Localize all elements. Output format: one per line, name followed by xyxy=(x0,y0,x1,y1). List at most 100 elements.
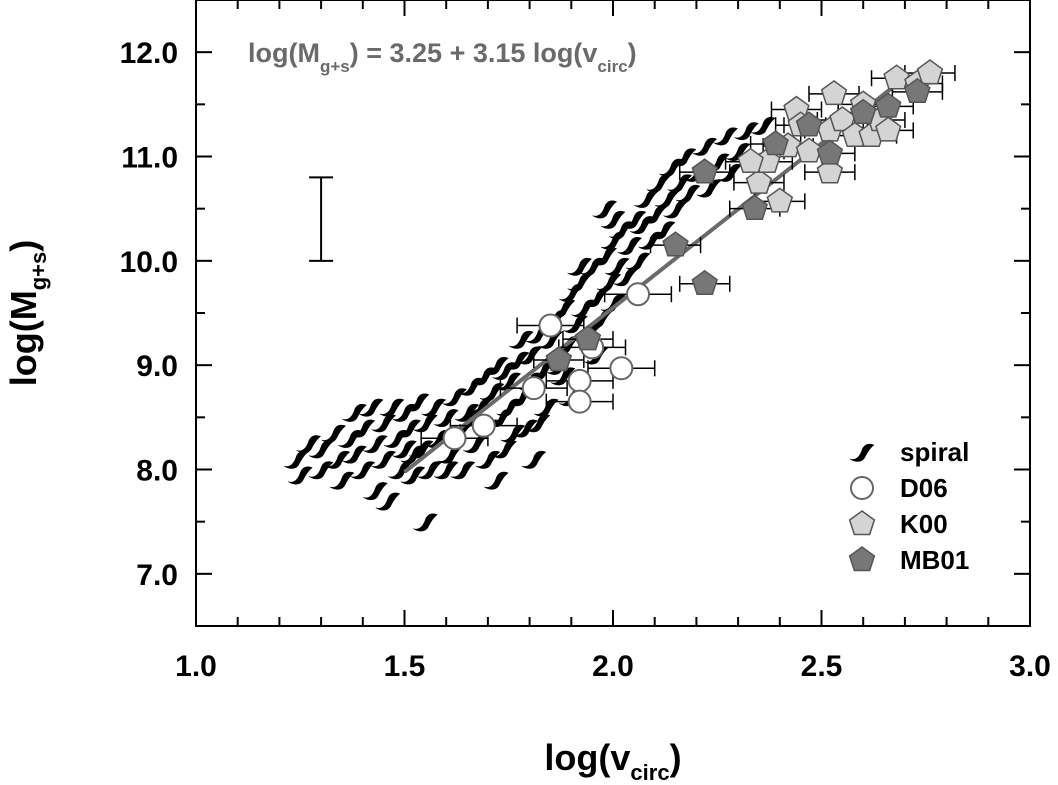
spiral-point xyxy=(325,450,351,469)
d06-point xyxy=(521,376,546,401)
spiral-point xyxy=(500,424,526,443)
mb01-point xyxy=(849,98,877,124)
spiral-point xyxy=(634,190,659,208)
spiral-point xyxy=(400,466,426,485)
spiral-point xyxy=(625,252,651,271)
spiral-point xyxy=(667,174,693,193)
spiral-point xyxy=(371,414,397,433)
legend-label-k00: K00 xyxy=(900,509,948,539)
spiral-point xyxy=(675,184,701,203)
spiral-point xyxy=(363,435,388,454)
legend-label-d06: D06 xyxy=(900,473,948,503)
spiral-point xyxy=(713,127,739,146)
x-tick-label: 1.0 xyxy=(175,650,217,683)
spiral-point xyxy=(621,210,647,229)
spiral-point xyxy=(617,237,643,255)
spiral-point xyxy=(484,471,509,490)
spiral-point xyxy=(475,450,501,469)
spiral-point xyxy=(492,362,518,381)
spiral-point xyxy=(605,257,630,276)
fit-annotation: log(Mg+s) = 3.25 + 3.15 log(vcirc) xyxy=(248,38,637,76)
spiral-point xyxy=(650,221,676,240)
mb01-point xyxy=(904,77,931,104)
series-markers xyxy=(442,59,944,451)
d06-point xyxy=(567,368,592,393)
spiral-point xyxy=(592,200,618,219)
y-tick-label: 12.0 xyxy=(120,37,178,70)
x-axis-title: log(vcirc) xyxy=(544,737,681,785)
spiral-point xyxy=(296,435,322,454)
spiral-point xyxy=(434,409,459,428)
spiral-point xyxy=(413,513,438,532)
spiral-point xyxy=(655,190,680,208)
spiral-point xyxy=(434,461,459,480)
spiral-point xyxy=(392,440,418,459)
x-tick-label: 2.0 xyxy=(592,650,634,683)
spiral-point xyxy=(421,398,447,417)
spiral-point xyxy=(509,330,534,349)
spiral-point xyxy=(308,461,334,480)
spiral-point xyxy=(342,445,367,464)
d06-point xyxy=(471,413,496,438)
spiral-point xyxy=(567,273,593,292)
spiral-point xyxy=(342,403,367,422)
spiral-point xyxy=(550,299,576,318)
mb01-point xyxy=(795,111,823,137)
fit-line-path xyxy=(403,76,907,474)
spiral-point xyxy=(450,461,476,480)
legend-marker-mb01 xyxy=(848,546,876,572)
k00-point xyxy=(816,158,844,184)
spiral-point xyxy=(479,383,505,401)
k00-point xyxy=(745,168,773,194)
mb01-point xyxy=(875,92,902,118)
d06-point xyxy=(567,389,592,414)
spiral-point xyxy=(321,424,347,443)
k00-point xyxy=(916,59,944,85)
spiral-point xyxy=(359,398,384,417)
spiral-point xyxy=(596,273,622,292)
x-tick-label: 3.0 xyxy=(1009,650,1051,683)
spiral-point xyxy=(288,466,313,485)
mb01-point xyxy=(816,139,844,165)
legend-label-mb01: MB01 xyxy=(900,545,969,575)
spiral-point xyxy=(396,419,422,438)
mb01-point xyxy=(545,345,573,372)
spiral-point xyxy=(413,414,438,433)
spiral-point xyxy=(592,247,618,266)
y-tick-label: 11.0 xyxy=(121,142,178,175)
mb01-point xyxy=(691,158,718,184)
fit-line xyxy=(403,76,907,474)
spiral-point xyxy=(734,122,759,141)
d06-point xyxy=(609,356,634,381)
spiral-point xyxy=(692,137,718,156)
mb01-point xyxy=(574,325,602,351)
spiral-point xyxy=(646,174,672,193)
spiral-point xyxy=(400,445,426,464)
spiral-point xyxy=(567,257,593,276)
mb01-point xyxy=(741,194,768,220)
k00-point xyxy=(795,137,823,163)
spiral-point xyxy=(442,388,468,407)
mb01-point xyxy=(762,130,789,156)
d06-point xyxy=(626,282,651,307)
y-tick-label: 10.0 xyxy=(120,246,178,279)
k00-point xyxy=(875,116,902,142)
y-tick-label: 7.0 xyxy=(136,559,178,592)
x-tick-label: 2.5 xyxy=(801,650,843,683)
mb01-point xyxy=(691,269,718,296)
spiral-point xyxy=(371,450,397,469)
mb01-point xyxy=(662,231,689,257)
axis-ticks xyxy=(195,0,1031,627)
spiral-point xyxy=(404,393,430,412)
spiral-point xyxy=(600,210,626,229)
legend-marker-d06 xyxy=(850,476,874,500)
k00-point xyxy=(737,147,764,173)
y-tick-label: 9.0 xyxy=(136,350,178,383)
spiral-point xyxy=(350,419,376,438)
spiral-point xyxy=(550,367,576,386)
d06-point xyxy=(538,313,563,338)
x-tick-label: 1.5 xyxy=(384,650,426,683)
legend: spiral D06 K00 MB01 xyxy=(848,437,969,575)
k00-point xyxy=(766,187,794,213)
spiral-point xyxy=(671,148,697,167)
